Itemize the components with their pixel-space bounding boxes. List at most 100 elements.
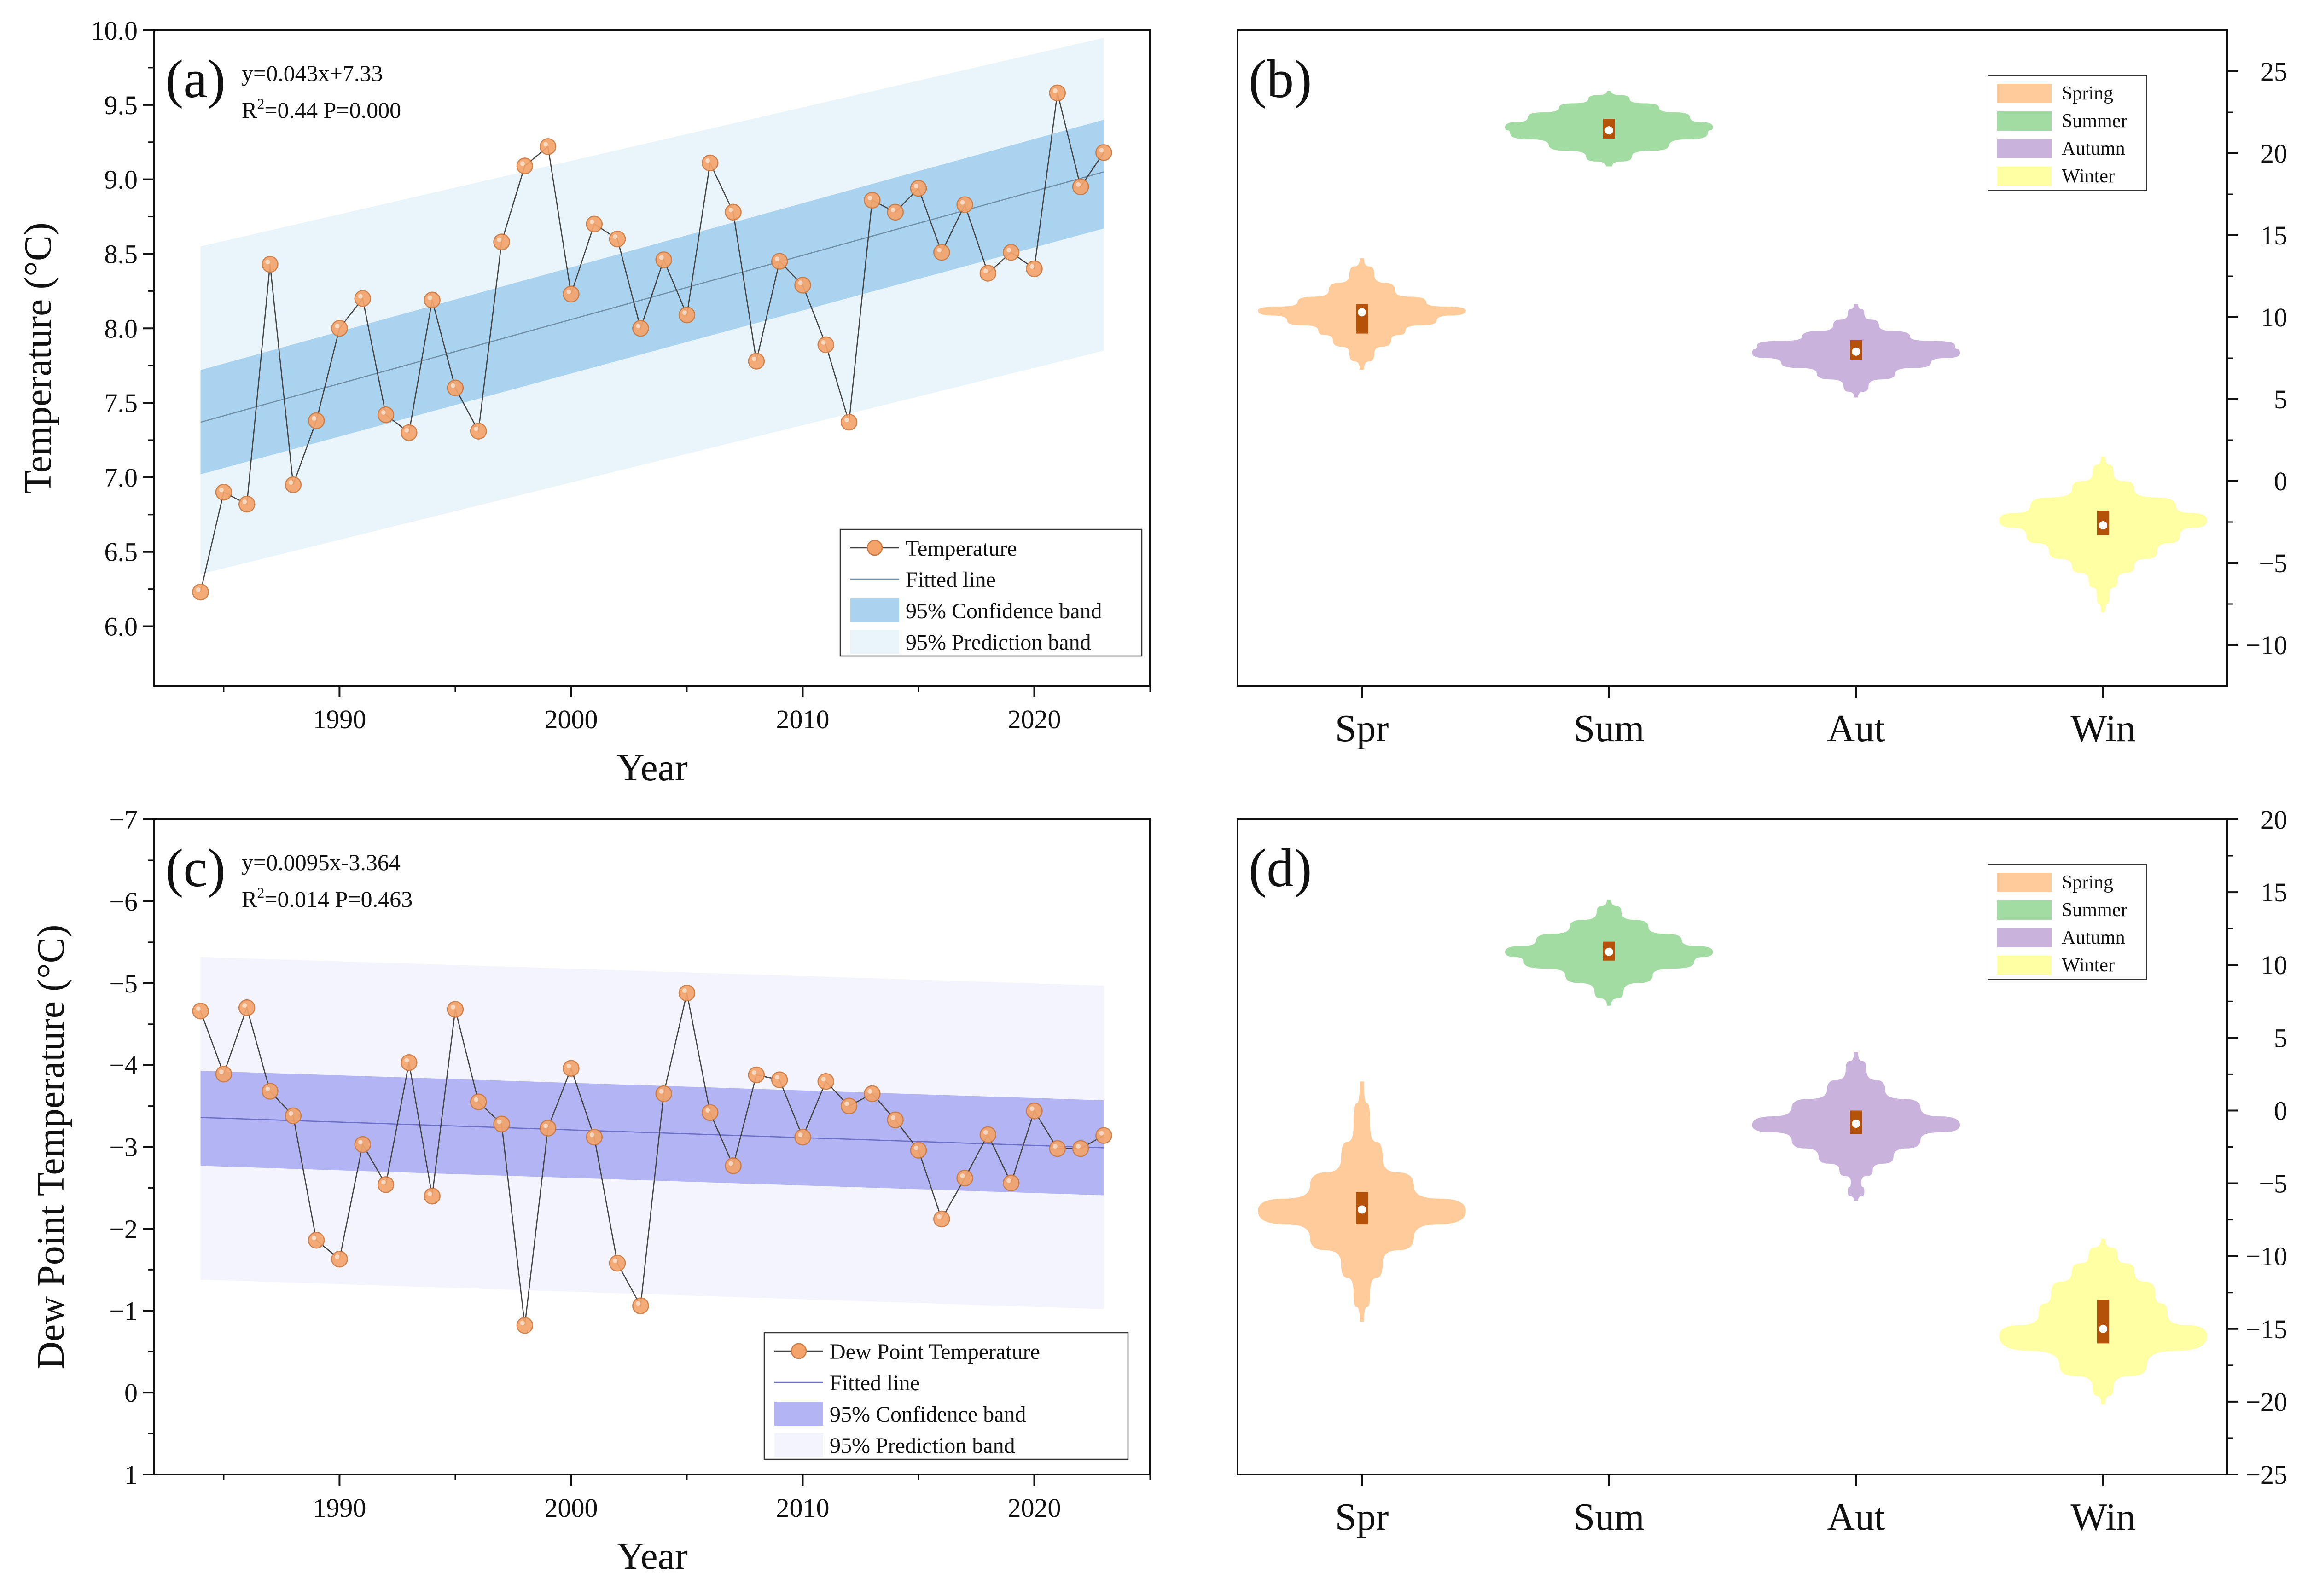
x-tick-label: 2000: [544, 704, 598, 734]
legend-label: 95% Confidence band: [906, 599, 1102, 623]
y-tick-label: 20: [2261, 139, 2287, 168]
x-tick-label: 2020: [1007, 1493, 1061, 1523]
data-point: [447, 379, 464, 396]
y-tick-label: 7.5: [105, 388, 138, 418]
data-point: [563, 285, 580, 303]
x-category-label: Sum: [1574, 1496, 1645, 1538]
legend-label: Winter: [2062, 955, 2115, 976]
data-point-highlight: [867, 195, 872, 200]
data-point: [262, 255, 279, 273]
legend-label: Dew Point Temperature: [830, 1340, 1040, 1364]
legend-swatch-spring: [1997, 84, 2052, 103]
data-point-highlight: [427, 1191, 432, 1196]
legend-label: Fitted line: [830, 1371, 920, 1395]
data-point-highlight: [821, 1077, 826, 1082]
series-line: [200, 992, 1104, 1326]
y-tick-label: 9.0: [105, 165, 138, 195]
legend-swatch-winter: [1997, 167, 2052, 186]
data-point-highlight: [312, 416, 317, 421]
data-point-highlight: [728, 207, 733, 212]
data-point-highlight: [589, 1132, 594, 1138]
data-point-highlight: [335, 1254, 340, 1259]
data-point-highlight: [937, 248, 942, 253]
data-point: [702, 154, 719, 172]
y-tick-label: −25: [2245, 1460, 2287, 1490]
data-point: [447, 1001, 464, 1018]
data-point: [840, 413, 858, 431]
legend-label: 95% Prediction band: [830, 1433, 1015, 1458]
data-point-highlight: [358, 294, 363, 299]
y-tick-label: 15: [2261, 221, 2287, 250]
panel-b: −10 −5 0 5 10 15 20 25 Spr Sum Aut Win (b) Spring Summ…: [1237, 29, 2287, 750]
data-point: [215, 1065, 233, 1083]
data-point-highlight: [705, 1108, 710, 1113]
y-tick-label: 0: [2274, 466, 2287, 496]
y-tick-label: 5: [2274, 384, 2287, 414]
data-point-highlight: [358, 1140, 363, 1145]
data-point-highlight: [335, 324, 340, 329]
data-point-highlight: [613, 234, 618, 239]
data-point-highlight: [913, 184, 918, 189]
data-point-highlight: [242, 1003, 247, 1008]
data-point-highlight: [867, 1089, 872, 1094]
median-marker-winter: [2099, 521, 2107, 530]
data-point: [285, 476, 302, 493]
data-point: [1026, 1102, 1043, 1120]
data-point: [215, 484, 233, 501]
data-point: [771, 253, 788, 270]
data-point-highlight: [450, 1004, 455, 1010]
legend-swatch-prediction: [774, 1433, 823, 1457]
data-point-highlight: [450, 383, 455, 388]
data-point-highlight: [890, 1115, 895, 1120]
legend-label: Summer: [2062, 110, 2127, 132]
y-tick-label: −15: [2245, 1314, 2287, 1344]
data-point-highlight: [1076, 182, 1081, 187]
data-point-highlight: [682, 310, 687, 315]
data-point-highlight: [404, 428, 409, 433]
data-point-highlight: [196, 587, 201, 592]
data-point: [354, 1136, 371, 1153]
y-tick-label: 7.0: [105, 463, 138, 493]
data-point: [933, 244, 950, 261]
x-tick-label: 2000: [544, 1493, 598, 1523]
x-category-label: Win: [2070, 707, 2135, 750]
data-point: [702, 1104, 719, 1121]
data-point: [493, 1115, 510, 1132]
data-point: [794, 1128, 811, 1146]
legend-swatch-point: [866, 540, 883, 556]
y-tick-label: −10: [2245, 1242, 2287, 1271]
data-point: [771, 1071, 788, 1088]
data-point: [887, 203, 904, 221]
legend-label: Spring: [2062, 83, 2113, 104]
data-point-highlight: [913, 1145, 918, 1150]
legend-label: Temperature: [906, 536, 1017, 561]
y-tick-label: 10.0: [91, 16, 138, 46]
data-point-highlight: [242, 499, 247, 505]
data-point: [563, 1060, 580, 1077]
data-point: [979, 265, 997, 282]
x-category-label: Spr: [1335, 1496, 1389, 1538]
data-point: [864, 1085, 881, 1103]
y-tick-label: 9.5: [105, 90, 138, 120]
data-point-highlight: [427, 295, 432, 300]
data-point: [1049, 1140, 1066, 1157]
r2-label: R: [242, 886, 257, 912]
y-tick-label: −5: [109, 969, 138, 998]
data-point-highlight: [659, 255, 664, 260]
data-point-highlight: [775, 1075, 780, 1080]
legend-label: Spring: [2062, 872, 2113, 893]
data-point: [725, 203, 742, 221]
data-point: [1072, 1140, 1089, 1157]
data-point-highlight: [1006, 1178, 1011, 1183]
data-point: [238, 495, 256, 513]
x-tick-label: 2020: [1007, 704, 1061, 734]
r2-superscript: 2: [257, 95, 264, 112]
y-tick-label: 20: [2261, 805, 2287, 835]
data-point: [632, 1297, 649, 1314]
y-tick-label: −5: [2259, 1169, 2287, 1199]
data-point: [609, 1254, 626, 1272]
data-point-highlight: [1076, 1144, 1081, 1149]
data-point-highlight: [381, 1180, 386, 1185]
data-point: [748, 353, 765, 370]
median-marker-autumn: [1852, 347, 1860, 356]
